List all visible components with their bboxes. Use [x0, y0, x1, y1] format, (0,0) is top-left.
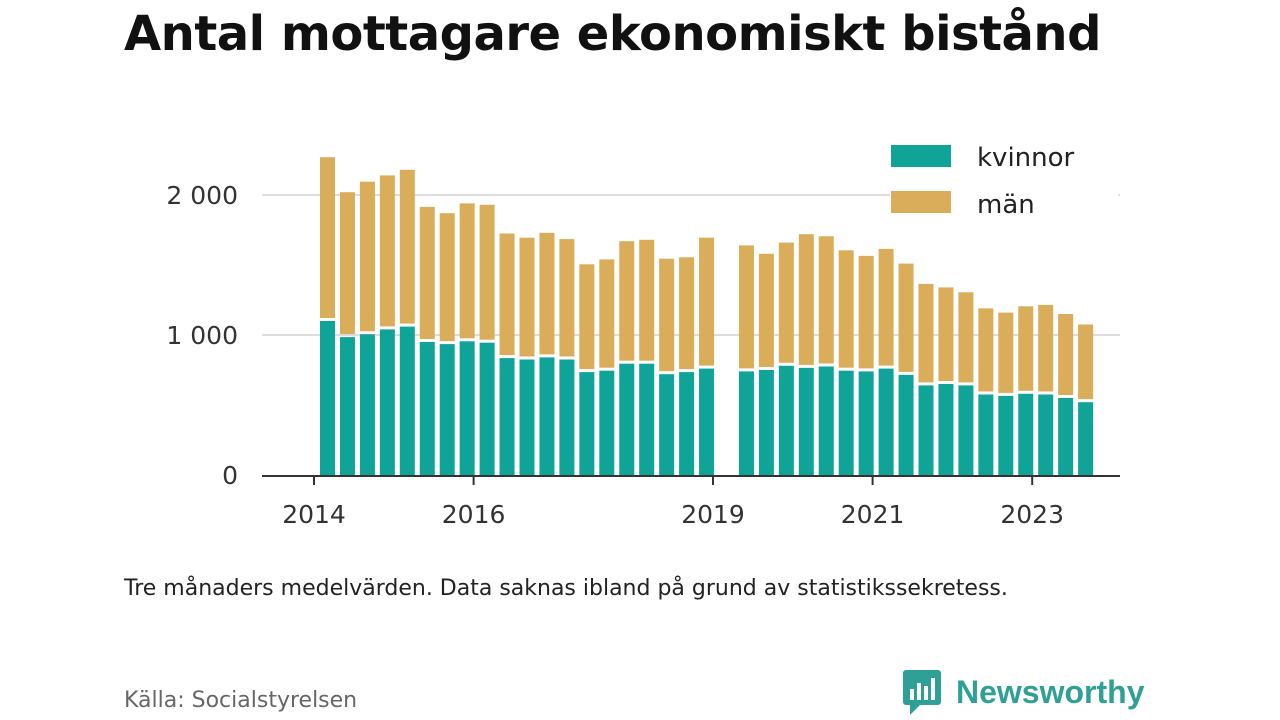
bar-man [499, 233, 515, 356]
bar-kvinnor [1078, 402, 1094, 475]
bar-man [419, 206, 435, 339]
bar-kvinnor [579, 372, 595, 475]
y-tick-label: 2 000 [166, 181, 238, 210]
x-axis-ticks: 2014 2016 2019 2021 2023 [282, 476, 1064, 529]
bar-man [339, 192, 355, 335]
bar-man [459, 203, 475, 339]
source-credit: Källa: Socialstyrelsen [124, 688, 358, 713]
bar-man [918, 283, 934, 383]
footnote: Tre månaders medelvärden. Data saknas ib… [124, 576, 1008, 601]
bar-kvinnor [320, 321, 335, 475]
bar-man [858, 255, 874, 369]
bar-kvinnor [778, 365, 794, 475]
bar-kvinnor [399, 326, 415, 475]
y-axis-ticks: 0 1 000 2 000 [166, 181, 238, 490]
bar-man [399, 169, 415, 324]
bar-man [599, 259, 615, 368]
bar-man [818, 236, 834, 364]
bar-man [898, 263, 914, 372]
bar-man [359, 181, 375, 332]
bar-man [539, 232, 555, 355]
newsworthy-logo: Newsworthy [902, 668, 1144, 716]
bar-kvinnor [798, 367, 814, 475]
bar-kvinnor [1058, 398, 1074, 475]
chart-title: Antal mottagare ekonomiskt bistånd [124, 6, 1101, 62]
bar-kvinnor [818, 366, 834, 475]
bar-man [938, 287, 954, 381]
bar-kvinnor [898, 374, 914, 475]
bar-man [1058, 314, 1074, 395]
bar-man [699, 237, 715, 366]
bar-kvinnor [559, 359, 575, 475]
legend-label-kvinnor: kvinnor [977, 143, 1075, 173]
bar-kvinnor [459, 341, 475, 475]
bar-man [659, 258, 675, 372]
bar-kvinnor [379, 329, 395, 475]
bar-man [320, 157, 335, 318]
bar-kvinnor [539, 357, 555, 475]
bar-kvinnor [679, 372, 695, 475]
bar-kvinnor [958, 385, 974, 475]
bar-kvinnor [619, 363, 635, 475]
bar-kvinnor [738, 371, 754, 475]
bars [320, 157, 1094, 475]
bar-man [559, 239, 575, 357]
bar-man [878, 248, 894, 366]
bar-kvinnor [339, 337, 355, 475]
bar-kvinnor [758, 370, 774, 475]
bar-man [519, 237, 535, 357]
bar-kvinnor [359, 334, 375, 475]
bar-kvinnor [878, 368, 894, 475]
bar-man [1038, 304, 1054, 392]
bar-man [978, 308, 994, 392]
bar-man [479, 204, 495, 340]
bar-man [778, 242, 794, 363]
legend-swatch-man [891, 191, 951, 213]
bar-kvinnor [639, 363, 655, 475]
bar-man [679, 257, 695, 370]
bar-man [619, 241, 635, 361]
y-tick-label: 1 000 [166, 321, 238, 350]
bar-man [439, 213, 455, 342]
bar-kvinnor [499, 358, 515, 475]
newsworthy-logo-icon [903, 670, 941, 715]
bar-kvinnor [938, 384, 954, 475]
bar-man [639, 239, 655, 361]
x-tick-label: 2021 [841, 500, 905, 529]
bar-man [758, 253, 774, 367]
bar-kvinnor [419, 342, 435, 475]
bar-kvinnor [838, 370, 854, 475]
brand-name: Newsworthy [956, 673, 1145, 710]
bar-kvinnor [519, 359, 535, 475]
bar-man [958, 292, 974, 383]
x-tick-label: 2016 [442, 500, 506, 529]
bar-man [998, 312, 1014, 393]
bar-kvinnor [599, 370, 615, 475]
x-tick-label: 2023 [1000, 500, 1064, 529]
bar-man [1078, 324, 1094, 400]
bar-man [738, 245, 754, 369]
bar-kvinnor [699, 368, 715, 475]
bar-man [798, 234, 814, 365]
bar-man [838, 250, 854, 368]
legend-label-man: män [977, 190, 1035, 220]
legend: kvinnor män [890, 143, 1118, 220]
legend-swatch-kvinnor [891, 145, 951, 167]
bar-man [379, 175, 395, 327]
bar-kvinnor [858, 371, 874, 475]
x-tick-label: 2014 [282, 500, 346, 529]
bar-kvinnor [479, 342, 495, 475]
stacked-bar-chart: 0 1 000 2 000 2014 2016 2019 2021 2023 kvinnor… [166, 143, 1120, 529]
bar-man [579, 264, 595, 370]
bar-kvinnor [1038, 394, 1054, 475]
bar-man [1018, 306, 1034, 391]
bar-kvinnor [918, 385, 934, 475]
bar-kvinnor [1018, 393, 1034, 475]
bar-kvinnor [659, 374, 675, 475]
x-tick-label: 2019 [681, 500, 745, 529]
bar-kvinnor [978, 394, 994, 475]
bar-kvinnor [998, 395, 1014, 475]
bar-kvinnor [439, 344, 455, 475]
y-tick-label: 0 [222, 461, 238, 490]
